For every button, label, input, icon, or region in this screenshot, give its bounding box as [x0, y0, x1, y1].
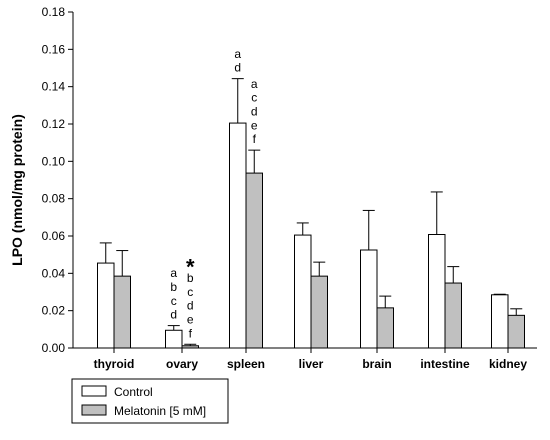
plot-area: 0.00 0.02 0.04 0.06 0.08 0.10 0.12 0.14 0.16 0.18… — [42, 5, 537, 371]
bar-melatonin — [310, 275, 328, 349]
x-tick-label: ovary — [166, 357, 198, 371]
bar-control — [428, 234, 446, 349]
significance-letter: d — [170, 308, 177, 322]
bar-melatonin — [181, 345, 199, 349]
significance-letter: c — [171, 294, 177, 308]
x-tick-label: thyroid — [94, 357, 135, 371]
bar-control — [294, 234, 312, 349]
legend-label-melatonin: Melatonin [5 mM] — [114, 404, 206, 418]
y-tick-label: 0.06 — [42, 229, 66, 243]
significance-letter: b — [187, 271, 194, 285]
y-tick-label: 0.10 — [42, 154, 66, 168]
significance-letter: f — [189, 326, 193, 340]
x-tick-label: brain — [362, 357, 391, 371]
y-tick-label: 0.18 — [42, 5, 66, 19]
significance-letter: d — [234, 61, 241, 75]
bar-melatonin — [444, 282, 462, 349]
bar-melatonin — [245, 172, 263, 349]
significance-letter: a — [234, 47, 241, 61]
significance-letter: a — [251, 77, 258, 91]
bar-control — [360, 249, 378, 349]
x-tick-label: liver — [299, 357, 324, 371]
legend: Control Melatonin [5 mM] — [71, 378, 229, 424]
y-tick-label: 0.08 — [42, 192, 66, 206]
significance-letter: c — [187, 285, 193, 299]
bar-melatonin — [507, 314, 525, 349]
significance-letter: d — [251, 105, 258, 119]
legend-label-control: Control — [114, 385, 153, 399]
bar-control — [97, 262, 115, 349]
bar-control — [165, 329, 183, 349]
significance-star: * — [186, 254, 195, 279]
significance-letter: b — [170, 280, 177, 294]
x-tick-label: spleen — [227, 357, 265, 371]
x-tick-label: intestine — [420, 357, 470, 371]
significance-letter: f — [253, 132, 257, 146]
bar-melatonin — [376, 307, 394, 349]
significance-letter: c — [251, 91, 257, 105]
y-tick-label: 0.14 — [42, 80, 66, 94]
y-tick-label: 0.16 — [42, 42, 66, 56]
bar-control — [229, 122, 247, 349]
y-tick-label: 0.04 — [42, 266, 66, 280]
bar-melatonin — [113, 275, 131, 349]
y-tick-label: 0.00 — [42, 341, 66, 355]
significance-letter: e — [187, 312, 194, 326]
y-tick-label: 0.12 — [42, 117, 66, 131]
bar-control — [491, 294, 509, 349]
legend-swatch-melatonin — [81, 404, 107, 416]
x-tick-label: kidney — [489, 357, 527, 371]
y-axis-label: LPO (nmol/mg protein) — [9, 114, 25, 266]
significance-letter: d — [187, 299, 194, 313]
legend-swatch-control — [81, 385, 107, 397]
significance-letter: e — [251, 118, 258, 132]
y-tick-label: 0.02 — [42, 304, 66, 318]
significance-letter: a — [170, 266, 177, 280]
